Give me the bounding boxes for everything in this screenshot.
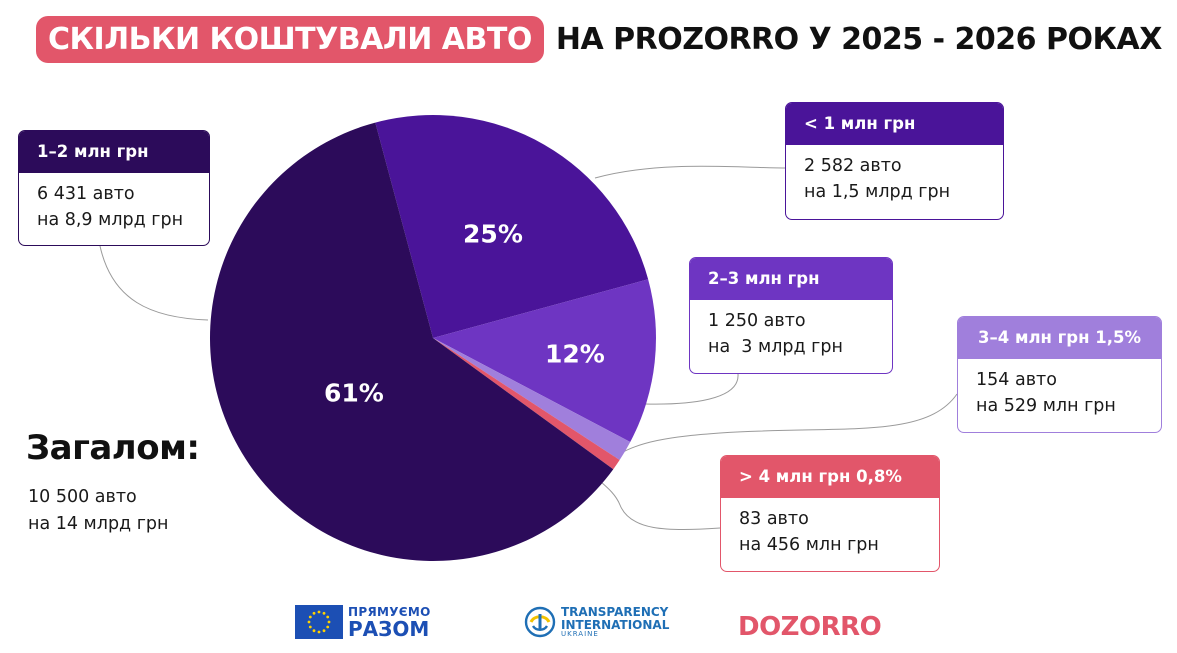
callout-lt1-count: 2 582 авто	[804, 156, 902, 176]
pie-label-lt1: 25%	[463, 220, 523, 249]
callout-lt1: < 1 млн грн 2 582 авто на 1,5 млрд грн	[785, 102, 1004, 220]
title-highlight: СКІЛЬКИ КОШТУВАЛИ АВТО	[36, 15, 544, 63]
ti-logo-line1: TRANSPARENCY	[561, 605, 669, 619]
pie-label-m23: 12%	[545, 340, 605, 369]
callout-m23-label: 2–3 млн грн	[690, 258, 892, 300]
callout-m34-count: 154 авто	[976, 370, 1057, 390]
ti-logo-line3: UKRAINE	[561, 630, 599, 639]
callout-m12-label: 1–2 млн грн	[19, 131, 209, 173]
eu-flag-icon	[295, 605, 343, 639]
pie-label-m12: 61%	[324, 378, 384, 407]
callout-gt4-label: > 4 млн грн 0,8%	[721, 456, 939, 498]
callout-lt1-label: < 1 млн грн	[786, 103, 1003, 145]
page-title: СКІЛЬКИ КОШТУВАЛИ АВТО НА PROZORRO У 202…	[36, 14, 1162, 64]
leader-line-m12	[99, 245, 209, 321]
ti-logo-line2: INTERNATIONAL	[561, 617, 670, 632]
callout-m34-sum: на 529 млн грн	[976, 396, 1116, 416]
pie-slice-gt4	[433, 338, 620, 470]
ti-globe-icon	[524, 607, 556, 638]
ti-logo: TRANSPARENCY INTERNATIONAL UKRAINE	[524, 606, 669, 639]
total-sum: на 14 млрд грн	[28, 514, 169, 534]
pie-slice-m12	[209, 122, 614, 562]
callout-m23: 2–3 млн грн 1 250 авто на 3 млрд грн	[689, 257, 893, 374]
callout-gt4-count: 83 авто	[739, 509, 809, 529]
eu-logo: ПРЯМУЄМО РАЗОМ	[295, 605, 431, 639]
total-body: 10 500 авто на 14 млрд грн	[28, 484, 168, 538]
pie-slice-labels: 25% 12% 61%	[324, 220, 605, 408]
callout-m34-label: 3–4 млн грн 1,5%	[958, 317, 1161, 359]
callout-lt1-sum: на 1,5 млрд грн	[804, 182, 951, 202]
callout-m12-sum: на 8,9 млрд грн	[37, 210, 184, 230]
callout-gt4: > 4 млн грн 0,8% 83 авто на 456 млн грн	[720, 455, 940, 572]
callout-gt4-sum: на 456 млн грн	[739, 535, 879, 555]
eu-logo-line2: РАЗОМ	[348, 616, 430, 641]
eu-logo-line1: ПРЯМУЄМО	[348, 604, 431, 619]
leader-line-m23	[644, 373, 739, 405]
total-count: 10 500 авто	[28, 487, 137, 507]
total-title: Загалом:	[26, 428, 200, 468]
leader-lines	[99, 165, 958, 531]
title-rest: НА PROZORRO У 2025 - 2026 РОКАХ	[555, 21, 1162, 57]
pie-slice-m23	[433, 279, 657, 443]
leader-line-m34	[607, 393, 958, 464]
dozorro-logo: DOZORRO	[738, 612, 882, 642]
pie-slices	[209, 114, 657, 562]
pie-slice-m34	[433, 338, 631, 461]
pie-slice-lt1	[375, 114, 649, 338]
leader-line-lt1	[594, 165, 786, 179]
callout-m34: 3–4 млн грн 1,5% 154 авто на 529 млн грн	[957, 316, 1162, 433]
callout-m12: 1–2 млн грн 6 431 авто на 8,9 млрд грн	[18, 130, 210, 246]
callout-m23-sum: на 3 млрд грн	[708, 337, 843, 357]
callout-m12-count: 6 431 авто	[37, 184, 135, 204]
callout-m23-count: 1 250 авто	[708, 311, 806, 331]
leader-line-gt4	[600, 481, 721, 531]
